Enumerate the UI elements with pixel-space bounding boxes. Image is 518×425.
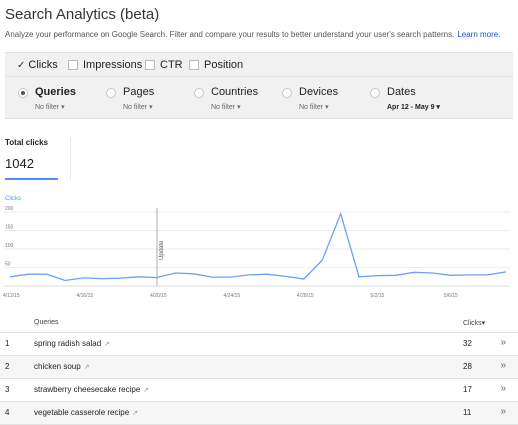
annotation-label: Update [159, 240, 165, 260]
external-link-icon[interactable]: ↗ [83, 364, 90, 371]
open-row-icon[interactable]: » [500, 383, 506, 394]
row-clicks: 17 [463, 385, 472, 394]
checkbox-icon [68, 60, 78, 70]
column-header-queries[interactable]: Queries [34, 319, 59, 326]
table-header: Queries Clicks▾ [0, 315, 518, 333]
query-text: chicken soup [34, 362, 81, 371]
page-subtitle: Analyze your performance on Google Searc… [5, 30, 500, 39]
learn-more-link[interactable]: Learn more. [457, 30, 501, 39]
metric-position[interactable]: Position [189, 59, 243, 71]
dropdown-icon: ▾ [149, 104, 153, 111]
filter-text: No filter [35, 104, 60, 111]
checkbox-icon [189, 60, 199, 70]
metric-label: Clicks [28, 59, 58, 71]
row-rank: 3 [5, 385, 10, 394]
x-tick-label: 4/16/15 [76, 293, 93, 299]
y-tick-label: 50 [5, 262, 11, 268]
query-text: spring radish salad [34, 339, 102, 348]
dimension-filter[interactable]: No filter ▾ [299, 103, 329, 111]
radio-icon[interactable] [370, 88, 380, 98]
dimension-label: Queries [35, 86, 76, 98]
query-text: vegetable casserole recipe [34, 408, 130, 417]
dropdown-icon: ▾ [436, 104, 440, 111]
dimension-label: Pages [123, 86, 155, 98]
total-label: Total clicks [5, 138, 48, 147]
open-row-icon[interactable]: » [500, 406, 506, 417]
dimension-filter[interactable]: Apr 12 - May 9 ▾ [387, 103, 440, 111]
table-row[interactable]: 2 chicken soup ↗ 28 » [0, 356, 518, 379]
chart-y-label: Clicks [5, 196, 21, 202]
row-query[interactable]: strawberry cheesecake recipe ↗ [34, 385, 149, 394]
metric-impressions[interactable]: Impressions [68, 59, 142, 71]
filter-text: No filter [211, 104, 236, 111]
radio-icon[interactable] [194, 88, 204, 98]
page-title: Search Analytics (beta) [5, 6, 160, 23]
x-tick-label: 4/24/15 [223, 293, 240, 299]
dimension-label: Countries [211, 86, 259, 98]
row-query[interactable]: vegetable casserole recipe ↗ [34, 408, 138, 417]
radio-icon[interactable] [282, 88, 292, 98]
subtitle-text: Analyze your performance on Google Searc… [5, 30, 455, 39]
filter-text: No filter [123, 104, 148, 111]
row-clicks: 32 [463, 339, 472, 348]
x-tick-label: 5/2/15 [370, 293, 384, 299]
dropdown-icon: ▾ [237, 104, 241, 111]
external-link-icon[interactable]: ↗ [132, 410, 139, 417]
total-value: 1042 [5, 156, 34, 171]
row-query[interactable]: chicken soup ↗ [34, 362, 90, 371]
external-link-icon[interactable]: ↗ [143, 387, 150, 394]
y-tick-label: 100 [5, 243, 14, 249]
query-text: strawberry cheesecake recipe [34, 385, 141, 394]
dimension-filter[interactable]: No filter ▾ [123, 103, 153, 111]
external-link-icon[interactable]: ↗ [104, 341, 111, 348]
radio-icon[interactable] [106, 88, 116, 98]
open-row-icon[interactable]: » [500, 337, 506, 348]
x-tick-label: 4/20/15 [150, 293, 167, 299]
table-row[interactable]: 1 spring radish salad ↗ 32 » [0, 333, 518, 356]
dropdown-icon: ▾ [61, 104, 65, 111]
checkbox-icon [145, 60, 155, 70]
dimension-label: Devices [299, 86, 339, 98]
row-rank: 1 [5, 339, 10, 348]
metric-label: CTR [160, 59, 183, 71]
row-rank: 4 [5, 408, 10, 417]
divider [70, 138, 71, 180]
radio-selected-icon[interactable] [18, 88, 28, 98]
metric-label: Impressions [83, 59, 143, 71]
table-row[interactable]: 3 strawberry cheesecake recipe ↗ 17 » [0, 379, 518, 402]
x-tick-label: 4/28/15 [297, 293, 314, 299]
y-tick-label: 200 [5, 206, 14, 212]
open-row-icon[interactable]: » [500, 360, 506, 371]
clicks-series-line [9, 211, 507, 282]
dimension-label: Dates [387, 86, 416, 98]
column-header-clicks[interactable]: Clicks▾ [463, 320, 486, 327]
table-row[interactable]: 4 vegetable casserole recipe ↗ 11 » [0, 402, 518, 425]
dimensions-bar: Queries No filter ▾ Pages No filter ▾ Co… [5, 77, 513, 119]
queries-table: Queries Clicks▾ 1 spring radish salad ↗ 32»… [0, 315, 518, 425]
metrics-bar: ✓ Clicks Impressions CTR Position [5, 52, 513, 77]
x-tick-label: 5/6/15 [444, 293, 458, 299]
metric-ctr[interactable]: CTR [145, 59, 183, 71]
row-clicks: 11 [463, 408, 472, 417]
dimension-filter[interactable]: No filter ▾ [211, 103, 241, 111]
total-clicks-card[interactable]: Total clicks 1042 [5, 138, 60, 180]
dimension-filter[interactable]: No filter ▾ [35, 103, 65, 111]
total-underline [5, 178, 58, 180]
dropdown-icon: ▾ [325, 104, 329, 111]
row-query[interactable]: spring radish salad ↗ [34, 339, 110, 348]
y-tick-label: 150 [5, 225, 14, 231]
clicks-chart: Clicks 50 100 150 200 4/12/15 4/16/15 4/20/15… [3, 196, 510, 299]
x-tick-label: 4/12/15 [3, 293, 20, 299]
row-clicks: 28 [463, 362, 472, 371]
filter-text: No filter [299, 104, 324, 111]
filter-text: Apr 12 - May 9 [387, 104, 435, 111]
row-rank: 2 [5, 362, 10, 371]
checkmark-icon: ✓ [17, 59, 26, 71]
metric-label: Position [204, 59, 244, 71]
metric-clicks[interactable]: ✓ Clicks [17, 59, 58, 71]
